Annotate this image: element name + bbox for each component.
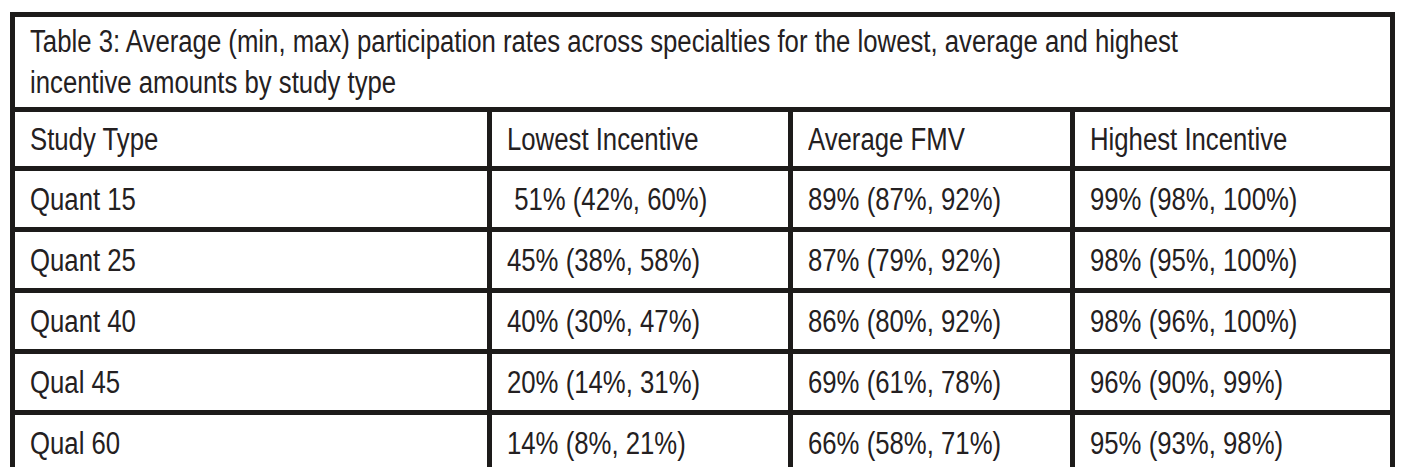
column-header-highest-incentive: Highest Incentive [1073, 110, 1393, 169]
column-header-study-type: Study Type [13, 110, 490, 169]
table-caption: Table 3: Average (min, max) participatio… [13, 15, 1393, 110]
caption-line-1: Table 3: Average (min, max) participatio… [30, 21, 1151, 62]
table-row-quant-25: Quant 25 45% (38%, 58%) 87% (79%, 92%) 9… [13, 230, 1393, 291]
cell-lowest-incentive: 45% (38%, 58%) [490, 230, 791, 291]
cell-highest-incentive: 96% (90%, 99%) [1073, 352, 1393, 413]
cell-lowest-incentive: 14% (8%, 21%) [490, 413, 791, 467]
cell-lowest-incentive: 40% (30%, 47%) [490, 291, 791, 352]
cell-highest-incentive: 99% (98%, 100%) [1073, 169, 1393, 230]
participation-rates-table: Table 3: Average (min, max) participatio… [10, 12, 1395, 467]
cell-lowest-incentive: 20% (14%, 31%) [490, 352, 791, 413]
cell-study-type: Qual 45 [13, 352, 490, 413]
cell-average-fmv: 89% (87%, 92%) [791, 169, 1073, 230]
table-row-qual-45: Qual 45 20% (14%, 31%) 69% (61%, 78%) 96… [13, 352, 1393, 413]
cell-highest-incentive: 95% (93%, 98%) [1073, 413, 1393, 467]
cell-highest-incentive: 98% (95%, 100%) [1073, 230, 1393, 291]
cell-highest-incentive: 98% (96%, 100%) [1073, 291, 1393, 352]
cell-study-type: Quant 25 [13, 230, 490, 291]
table-row-qual-60: Qual 60 14% (8%, 21%) 66% (58%, 71%) 95%… [13, 413, 1393, 467]
cell-average-fmv: 87% (79%, 92%) [791, 230, 1073, 291]
cell-average-fmv: 66% (58%, 71%) [791, 413, 1073, 467]
caption-line-2: incentive amounts by study type [30, 62, 1151, 103]
column-header-lowest-incentive: Lowest Incentive [490, 110, 791, 169]
table-row-quant-15: Quant 15 51% (42%, 60%) 89% (87%, 92%) 9… [13, 169, 1393, 230]
document-page: Table 3: Average (min, max) participatio… [0, 0, 1405, 467]
column-header-average-fmv: Average FMV [791, 110, 1073, 169]
cell-study-type: Quant 15 [13, 169, 490, 230]
table-row-quant-40: Quant 40 40% (30%, 47%) 86% (80%, 92%) 9… [13, 291, 1393, 352]
cell-study-type: Quant 40 [13, 291, 490, 352]
cell-study-type: Qual 60 [13, 413, 490, 467]
cell-average-fmv: 86% (80%, 92%) [791, 291, 1073, 352]
table-header-row: Study Type Lowest Incentive Average FMV … [13, 110, 1393, 169]
cell-average-fmv: 69% (61%, 78%) [791, 352, 1073, 413]
caption-row: Table 3: Average (min, max) participatio… [13, 15, 1393, 110]
cell-lowest-incentive: 51% (42%, 60%) [490, 169, 791, 230]
